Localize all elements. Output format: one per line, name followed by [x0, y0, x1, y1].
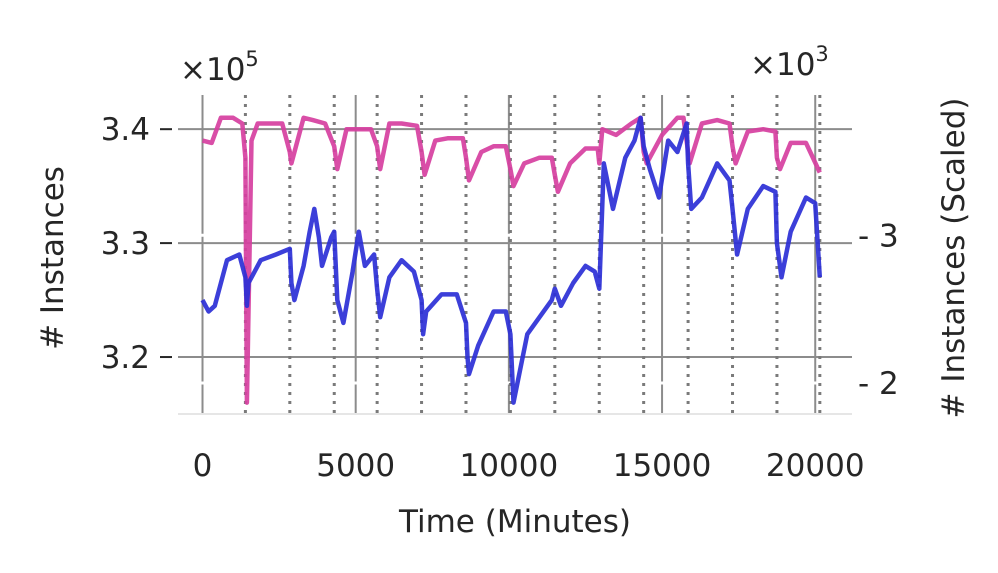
series-line-0	[201, 115, 822, 405]
series-line-1	[200, 115, 823, 405]
left-multiplier: ×105	[180, 47, 259, 88]
tick-layer: 3.2 3.3 3.4 0 5000 10000 15000 20000 - 2 - 3	[101, 112, 899, 484]
y-left-tick-label: 3.4	[101, 112, 150, 148]
right-multiplier: ×103	[750, 42, 829, 83]
y-right-tick-label: - 2	[858, 366, 899, 402]
x-axis-title: Time (Minutes)	[398, 504, 631, 540]
y-right-tick-label: - 3	[858, 218, 899, 254]
y-left-tick-label: 3.2	[101, 340, 150, 376]
x-tick-label: 0	[193, 448, 213, 484]
x-tick-label: 5000	[316, 448, 395, 484]
series-layer	[200, 115, 823, 405]
x-tick-label: 15000	[613, 448, 712, 484]
y-axis-title-left: # Instances	[35, 166, 71, 350]
x-tick-label: 10000	[460, 448, 559, 484]
y-left-tick-label: 3.3	[101, 226, 150, 262]
y-axis-title-right: # Instances (Scaled)	[936, 98, 972, 419]
x-tick-label: 20000	[766, 448, 865, 484]
